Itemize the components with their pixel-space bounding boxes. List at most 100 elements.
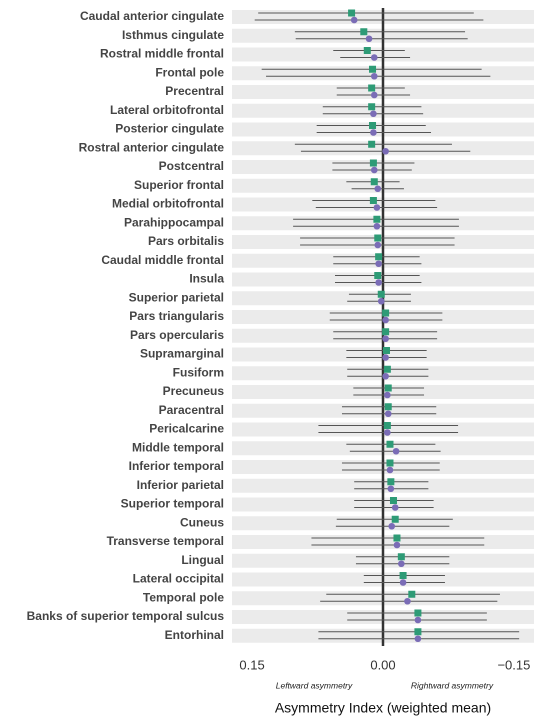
point: [391, 515, 399, 523]
point: [386, 466, 394, 474]
point: [374, 234, 382, 242]
point: [368, 140, 376, 148]
category-label: Caudal middle frontal: [101, 253, 224, 267]
point: [370, 129, 377, 136]
point: [386, 440, 394, 448]
category-label: Parahippocampal: [124, 215, 224, 229]
category-label: Pars orbitalis: [148, 234, 224, 248]
point: [369, 159, 377, 167]
point: [370, 91, 378, 99]
point: [382, 372, 389, 380]
point: [399, 572, 407, 579]
point: [408, 590, 416, 598]
point: [382, 328, 390, 336]
point: [375, 253, 383, 261]
category-label: Precentral: [165, 84, 224, 98]
point: [369, 65, 377, 73]
point: [382, 335, 389, 343]
point: [373, 222, 381, 230]
category-label: Lateral occipital: [133, 572, 224, 586]
point: [363, 47, 371, 54]
annotation: Leftward asymmetry: [276, 680, 353, 690]
point: [414, 628, 422, 636]
point: [387, 485, 395, 493]
point: [374, 185, 382, 193]
point: [389, 497, 397, 504]
category-label: Superior frontal: [134, 178, 224, 192]
point: [374, 241, 382, 249]
point: [391, 504, 399, 511]
point: [382, 354, 389, 361]
point: [392, 447, 400, 455]
point: [397, 553, 405, 561]
category-label: Middle temporal: [132, 440, 224, 454]
point: [393, 534, 401, 542]
category-label: Postcentral: [159, 159, 224, 173]
point: [398, 560, 405, 568]
category-label: Lingual: [181, 553, 224, 567]
category-label: Superior temporal: [121, 497, 224, 511]
point: [404, 597, 411, 605]
category-label: Superior parietal: [129, 290, 224, 304]
point: [384, 429, 391, 436]
point: [370, 110, 377, 118]
point: [350, 16, 358, 24]
category-label: Pars opercularis: [130, 328, 224, 342]
category-label: Isthmus cingulate: [122, 28, 224, 42]
point: [370, 54, 378, 61]
point: [382, 347, 390, 354]
category-label: Insula: [189, 272, 224, 286]
point: [388, 522, 396, 530]
point: [414, 635, 422, 643]
category-label: Transverse temporal: [107, 534, 224, 548]
category-label: Lateral orbitofrontal: [110, 103, 224, 117]
point: [375, 260, 382, 268]
point: [373, 215, 381, 223]
point: [383, 422, 391, 429]
point: [414, 609, 422, 617]
category-label: Fusiform: [173, 365, 224, 379]
category-label: Posterior cingulate: [115, 122, 224, 136]
category-label: Pars triangularis: [129, 309, 224, 323]
point: [399, 579, 407, 586]
category-label: Entorhinal: [165, 628, 224, 642]
point: [384, 384, 392, 392]
category-label: Rostral anterior cingulate: [79, 140, 225, 154]
point: [377, 297, 385, 305]
point: [360, 28, 368, 36]
category-label: Caudal anterior cingulate: [80, 9, 224, 23]
category-label: Banks of superior temporal sulcus: [27, 609, 225, 623]
point: [368, 103, 376, 111]
category-label: Paracentral: [159, 403, 224, 417]
category-label: Temporal pole: [143, 590, 224, 604]
x-tick-label: 0.00: [370, 657, 395, 672]
point: [368, 84, 376, 92]
category-label: Medial orbitofrontal: [112, 197, 224, 211]
annotation: Rightward asymmetry: [411, 680, 494, 690]
point: [382, 316, 389, 324]
point: [370, 166, 378, 174]
x-tick-label: −0.15: [497, 657, 530, 672]
point: [369, 122, 377, 129]
category-label: Pericalcarine: [149, 422, 224, 436]
point: [375, 279, 382, 286]
point: [365, 35, 373, 43]
point: [382, 309, 390, 317]
point: [370, 178, 378, 186]
category-label: Rostral middle frontal: [100, 47, 224, 61]
point: [374, 272, 382, 279]
x-tick-label: 0.15: [239, 657, 264, 672]
point: [377, 290, 385, 298]
category-label: Frontal pole: [155, 65, 224, 79]
point: [383, 365, 391, 373]
point: [393, 541, 401, 549]
point: [373, 204, 381, 211]
point: [384, 391, 391, 399]
point: [369, 197, 377, 204]
point: [414, 616, 422, 624]
category-label: Inferior temporal: [129, 459, 224, 473]
category-label: Precuneus: [163, 384, 225, 398]
category-label: Supramarginal: [140, 347, 224, 361]
x-axis-label: Asymmetry Index (weighted mean): [275, 700, 491, 716]
